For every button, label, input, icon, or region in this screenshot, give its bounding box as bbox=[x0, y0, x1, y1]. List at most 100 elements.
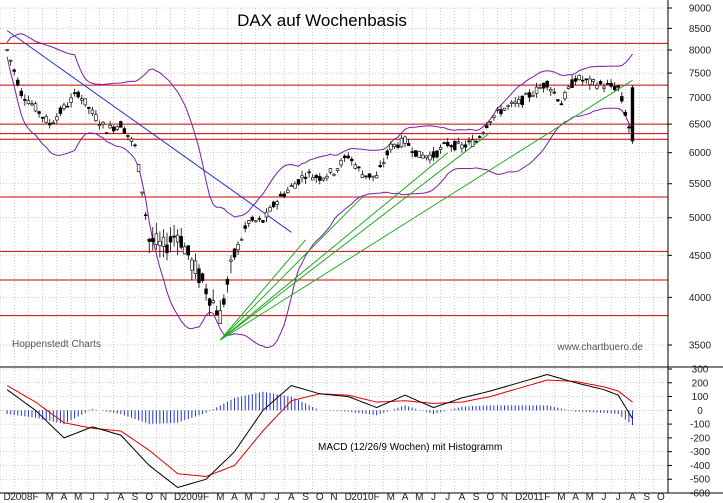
candle-body bbox=[538, 87, 542, 89]
candle-body bbox=[151, 237, 155, 243]
macd-tick-label: 200 bbox=[692, 378, 709, 389]
candle-body bbox=[318, 176, 322, 181]
candle-body bbox=[353, 164, 358, 169]
x-tick-label: F bbox=[374, 492, 380, 503]
candle-body bbox=[12, 69, 16, 72]
x-tick-label: N bbox=[330, 492, 337, 503]
candle-body bbox=[218, 310, 222, 325]
x-tick-label: M bbox=[557, 492, 565, 503]
candle-body bbox=[382, 162, 386, 165]
candle-body bbox=[552, 91, 556, 94]
candle-body bbox=[40, 117, 45, 119]
candle-body bbox=[243, 225, 247, 229]
x-tick-label: S bbox=[643, 492, 650, 503]
candle-body bbox=[62, 104, 66, 109]
macd-tick-label: 100 bbox=[692, 392, 709, 403]
candle-body bbox=[136, 164, 141, 172]
candle-body bbox=[527, 92, 532, 98]
candle-body bbox=[584, 78, 588, 81]
candle-body bbox=[119, 121, 123, 128]
x-tick-label: M bbox=[586, 492, 594, 503]
candle-body bbox=[428, 154, 432, 161]
candle-body bbox=[101, 121, 105, 125]
candle-body bbox=[275, 201, 279, 205]
candle-body bbox=[80, 98, 84, 101]
macd-tick-label: -300 bbox=[690, 447, 710, 458]
x-tick-label: S bbox=[473, 492, 480, 503]
candle-body bbox=[598, 81, 603, 85]
x-tick-label: M bbox=[46, 492, 54, 503]
trendline bbox=[220, 79, 633, 341]
price-tick-label: 8500 bbox=[689, 24, 712, 35]
candle-body bbox=[325, 176, 329, 179]
trendline bbox=[219, 132, 491, 341]
candle-body bbox=[335, 168, 340, 171]
macd-tick-label: -400 bbox=[690, 461, 710, 472]
price-tick-label: 8000 bbox=[689, 46, 712, 57]
candle-body bbox=[165, 244, 169, 254]
candle-body bbox=[133, 144, 137, 147]
candle-body bbox=[328, 168, 333, 173]
candle-body bbox=[90, 109, 95, 114]
trendlines bbox=[6, 30, 633, 341]
x-tick-label: D bbox=[3, 492, 10, 503]
candle-body bbox=[51, 122, 55, 124]
candle-body bbox=[147, 238, 151, 242]
candle-body bbox=[8, 59, 13, 62]
x-tick-label: S bbox=[132, 492, 139, 503]
candle-body bbox=[48, 122, 52, 126]
price-tick-label: 7000 bbox=[689, 93, 712, 104]
candle-body bbox=[16, 79, 20, 86]
candle-body bbox=[104, 132, 109, 135]
candle-body bbox=[247, 220, 251, 224]
candle-body bbox=[175, 234, 180, 243]
x-tick-label: O bbox=[316, 492, 324, 503]
x-tick-label: M bbox=[387, 492, 395, 503]
candle-body bbox=[577, 75, 581, 80]
price-tick-label: 4500 bbox=[689, 251, 712, 262]
x-tick-label: A bbox=[61, 492, 68, 503]
macd-tick-label: -100 bbox=[690, 420, 710, 431]
candle-body bbox=[495, 108, 500, 111]
candle-body bbox=[605, 83, 610, 85]
candle-body bbox=[541, 82, 546, 89]
candle-body bbox=[499, 109, 503, 115]
candle-body bbox=[26, 100, 31, 104]
candle-body bbox=[385, 150, 389, 156]
trendline bbox=[6, 30, 292, 233]
candle-body bbox=[264, 211, 269, 218]
chart-title: DAX auf Wochenbasis bbox=[237, 11, 407, 30]
price-tick-label: 4000 bbox=[689, 293, 712, 304]
x-tick-label: J bbox=[260, 492, 265, 503]
x-tick-label: O bbox=[486, 492, 494, 503]
candle-body bbox=[374, 175, 379, 179]
candle-body bbox=[396, 144, 400, 148]
candle-body bbox=[559, 103, 564, 106]
candle-body bbox=[229, 259, 233, 262]
candle-body bbox=[19, 90, 24, 96]
candle-body bbox=[350, 158, 354, 162]
macd-panel bbox=[0, 366, 723, 489]
candle-body bbox=[37, 111, 41, 114]
x-tick-label: O bbox=[145, 492, 153, 503]
candle-body bbox=[549, 89, 553, 92]
candle-body bbox=[5, 49, 9, 51]
candle-body bbox=[481, 132, 485, 134]
candle-body bbox=[232, 248, 237, 258]
candle-body bbox=[403, 136, 407, 144]
candle-body bbox=[129, 138, 134, 142]
candle-body bbox=[531, 94, 535, 97]
candle-body bbox=[414, 150, 418, 157]
candle-body bbox=[517, 99, 521, 105]
candle-body bbox=[438, 147, 443, 150]
x-tick-label: F bbox=[544, 492, 550, 503]
candle-body bbox=[279, 193, 283, 197]
candle-body bbox=[342, 155, 347, 159]
candle-body bbox=[97, 124, 102, 126]
bollinger-lower bbox=[6, 56, 633, 349]
candle-body bbox=[268, 207, 272, 212]
candle-body bbox=[460, 144, 464, 149]
candle-body bbox=[506, 105, 510, 107]
